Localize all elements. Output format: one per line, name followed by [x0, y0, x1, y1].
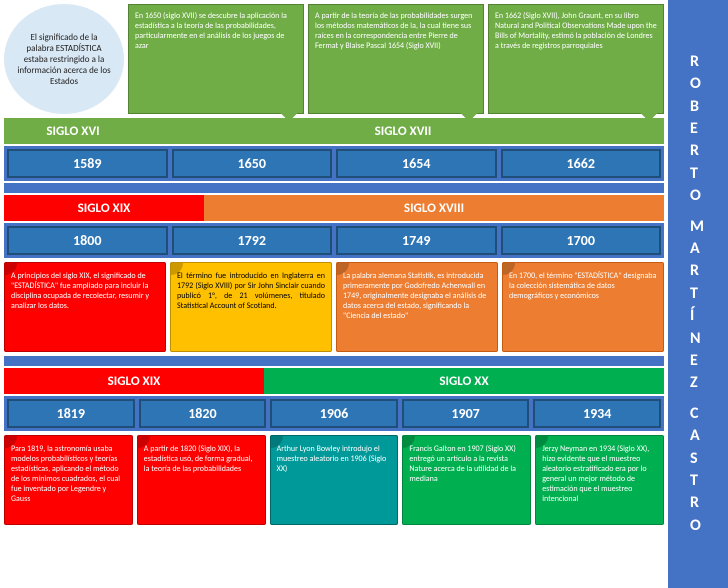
era-band-3: SIGLO XIX SIGLO XX [4, 368, 664, 394]
scroll-1749: La palabra alemana Statistik, es introdu… [336, 262, 498, 352]
year-1934: 1934 [533, 399, 661, 428]
year-1907: 1907 [402, 399, 530, 428]
top-note-1: En 1650 (siglo XVII) se descubre la apli… [128, 4, 304, 114]
top-callouts: El significado de la palabra ESTADÍSTICA… [4, 4, 664, 114]
year-1820: 1820 [139, 399, 267, 428]
era-band-2: SIGLO XIX SIGLO XVIII [4, 195, 664, 221]
years-row-2: 1800 1792 1749 1700 [4, 223, 664, 258]
scroll-1819: Para 1819, la astronomía usaba modelos p… [4, 435, 133, 525]
scroll-1934: Jerzy Neyman en 1934 (Siglo XX), hizo ev… [535, 435, 664, 525]
divider [4, 183, 664, 193]
divider [4, 356, 664, 366]
circle-note-text: El significado de la palabra ESTADÍSTICA… [16, 32, 112, 87]
era-siglo-xviii: SIGLO XVIII [204, 195, 664, 221]
scroll-1906: Arthur Lyon Bowley introdujo el muestreo… [270, 435, 399, 525]
scrolls-row-2: A principios del siglo XIX, el significa… [4, 262, 664, 352]
scrolls-row-3: Para 1819, la astronomía usaba modelos p… [4, 435, 664, 525]
years-row-1: 1589 1650 1654 1662 [4, 146, 664, 181]
top-note-3: En 1662 (Siglo XVII), John Graunt, en su… [488, 4, 664, 114]
years-row-3: 1819 1820 1906 1907 1934 [4, 396, 664, 431]
year-1654: 1654 [336, 149, 497, 178]
author-sidebar: ROBERTOMARTÍNEZCASTRO [668, 0, 728, 588]
year-1819: 1819 [7, 399, 135, 428]
scroll-1907: Francis Galton en 1907 (Siglo XX) entreg… [402, 435, 531, 525]
year-1800: 1800 [7, 226, 168, 255]
year-1589: 1589 [7, 149, 168, 178]
circle-note: El significado de la palabra ESTADÍSTICA… [4, 4, 124, 114]
top-note-2: A partir de la teoría de las probabilida… [308, 4, 484, 114]
timeline-content: El significado de la palabra ESTADÍSTICA… [0, 0, 668, 588]
scroll-1820: A partir de 1820 (Siglo XIX), la estadís… [137, 435, 266, 525]
era-band-1: SIGLO XVI SIGLO XVII [4, 118, 664, 144]
era-siglo-xix-b: SIGLO XIX [4, 368, 264, 394]
era-siglo-xvii: SIGLO XVII [142, 118, 664, 144]
era-siglo-xx: SIGLO XX [264, 368, 664, 394]
author-name: ROBERTOMARTÍNEZCASTRO [690, 51, 706, 537]
scroll-1792: El término fue introducido en Inglaterra… [170, 262, 332, 352]
year-1906: 1906 [270, 399, 398, 428]
era-siglo-xix-a: SIGLO XIX [4, 195, 204, 221]
scroll-1700: En 1700, el término "ESTADÍSTICA" design… [502, 262, 664, 352]
year-1749: 1749 [336, 226, 497, 255]
year-1700: 1700 [501, 226, 662, 255]
scroll-1800: A principios del siglo XIX, el significa… [4, 262, 166, 352]
year-1650: 1650 [172, 149, 333, 178]
era-siglo-xvi: SIGLO XVI [4, 118, 142, 144]
year-1792: 1792 [172, 226, 333, 255]
year-1662: 1662 [501, 149, 662, 178]
